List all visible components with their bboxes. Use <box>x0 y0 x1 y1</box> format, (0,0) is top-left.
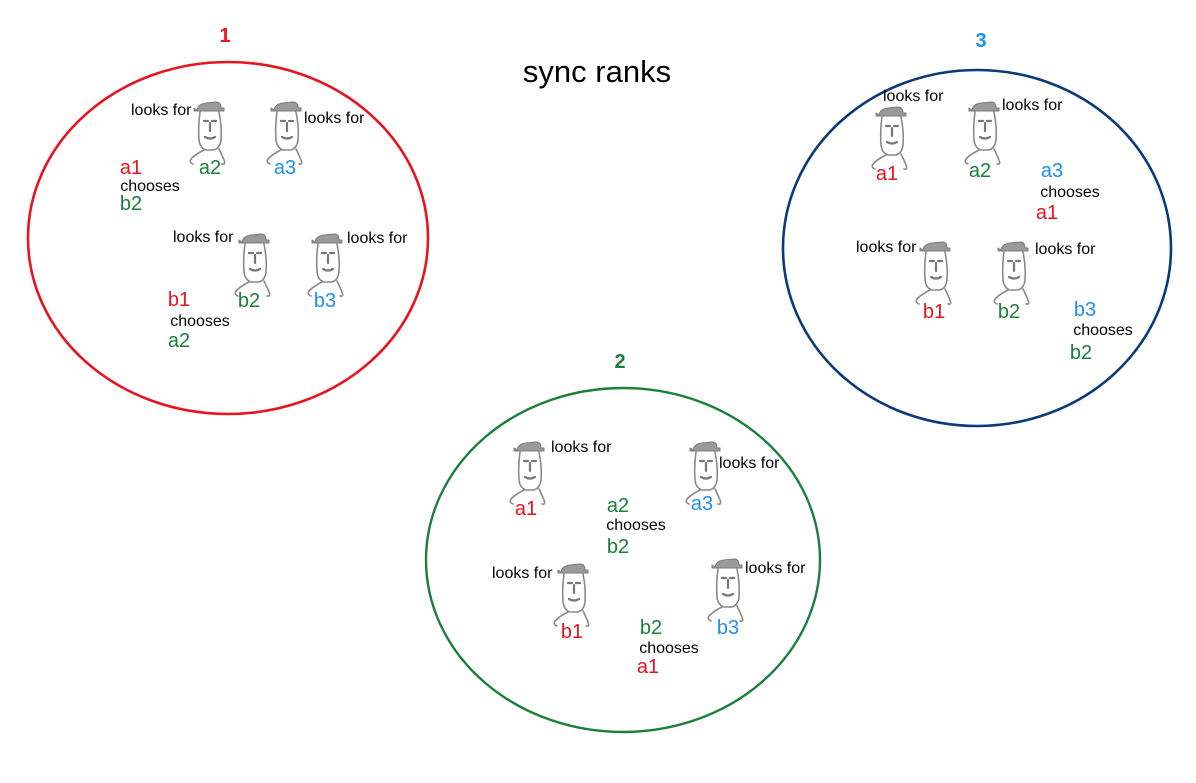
looks-for-label: looks for <box>1035 241 1096 258</box>
group-ring <box>781 68 1173 428</box>
group-number: 1 <box>219 25 230 47</box>
looks-for-label: looks for <box>304 110 365 127</box>
rank-label: a1 <box>515 498 537 520</box>
person-sketch-icon <box>707 558 744 622</box>
group-ring <box>424 386 822 734</box>
diagram-title: sync ranks <box>523 54 671 89</box>
chooses-label: chooses <box>1073 322 1133 339</box>
chosen-label: b2 <box>120 193 142 215</box>
chooser-label: a2 <box>607 495 629 517</box>
chosen-label: b2 <box>607 536 629 558</box>
group-number: 3 <box>975 30 986 52</box>
chooses-label: chooses <box>1040 184 1100 201</box>
chooser-label: a1 <box>120 157 142 179</box>
group-number: 2 <box>614 351 625 373</box>
rank-label: a2 <box>199 157 221 179</box>
chooses-label: chooses <box>170 313 230 330</box>
looks-for-label: looks for <box>1002 97 1063 114</box>
person-sketch-icon <box>915 241 952 305</box>
rank-label: a1 <box>876 163 898 185</box>
looks-for-label: looks for <box>551 439 612 456</box>
person-sketch-icon <box>189 101 226 165</box>
rank-label: a3 <box>274 157 296 179</box>
chooses-label: chooses <box>639 640 699 657</box>
looks-for-label: looks for <box>131 102 192 119</box>
person-sketch-icon <box>509 441 546 505</box>
looks-for-label: looks for <box>347 230 408 247</box>
looks-for-label: looks for <box>856 239 917 256</box>
rank-label: b2 <box>238 290 260 312</box>
rank-label: a2 <box>969 160 991 182</box>
person-sketch-icon <box>553 563 590 627</box>
rank-label: b1 <box>561 621 583 643</box>
person-sketch-icon <box>993 241 1030 305</box>
person-sketch-icon <box>871 106 908 170</box>
chosen-label: a1 <box>637 656 659 678</box>
chooser-label: b1 <box>168 289 190 311</box>
group-ring <box>26 60 430 416</box>
chosen-label: b2 <box>1070 342 1092 364</box>
person-sketch-icon <box>234 233 271 297</box>
person-sketch-icon <box>964 101 1001 165</box>
looks-for-label: looks for <box>719 455 780 472</box>
person-sketch-icon <box>307 233 344 297</box>
looks-for-label: looks for <box>745 560 806 577</box>
chooser-label: b2 <box>640 617 662 639</box>
chooses-label: chooses <box>120 178 180 195</box>
looks-for-label: looks for <box>492 565 553 582</box>
person-sketch-icon <box>685 441 722 505</box>
chooses-label: chooses <box>606 517 666 534</box>
chosen-label: a2 <box>168 330 190 352</box>
looks-for-label: looks for <box>173 229 234 246</box>
rank-label: b1 <box>923 301 945 323</box>
chosen-label: a1 <box>1036 202 1058 224</box>
rank-label: b3 <box>314 290 336 312</box>
rank-label: a3 <box>691 493 713 515</box>
chooser-label: a3 <box>1041 160 1063 182</box>
rank-label: b2 <box>998 301 1020 323</box>
person-sketch-icon <box>266 101 303 165</box>
chooser-label: b3 <box>1074 299 1096 321</box>
looks-for-label: looks for <box>883 88 944 105</box>
rank-label: b3 <box>717 617 739 639</box>
